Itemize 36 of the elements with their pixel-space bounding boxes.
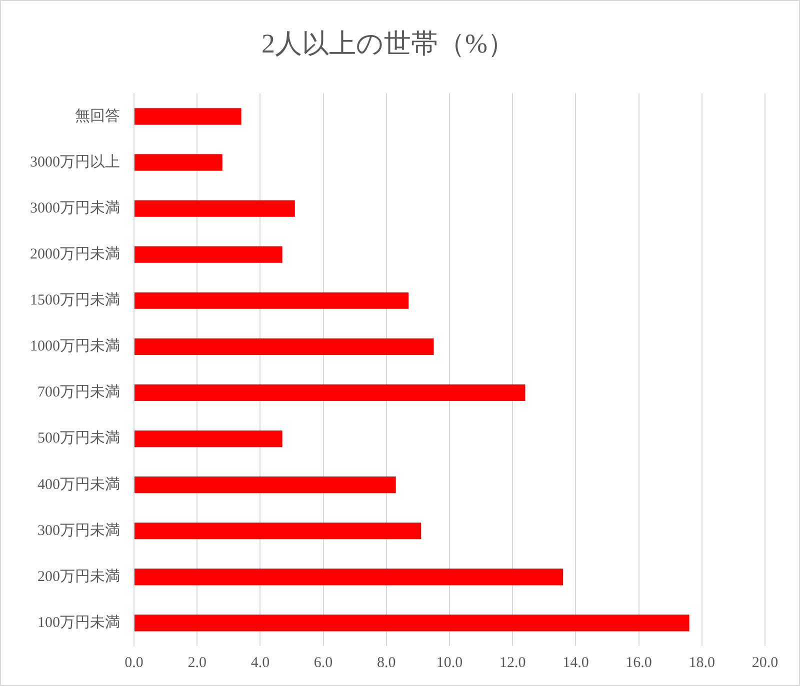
x-tick-label: 14.0 (562, 654, 589, 671)
x-tick-label: 6.0 (314, 654, 333, 671)
x-tick-label: 18.0 (688, 654, 716, 671)
y-tick-label: 2000万円未満 (30, 246, 120, 263)
y-tick-label: 700万円未満 (38, 384, 120, 401)
bar (134, 568, 564, 586)
bar (134, 614, 690, 632)
y-tick-label: 400万円未満 (38, 476, 120, 493)
y-tick-label: 300万円未満 (38, 522, 120, 539)
y-tick-label: 100万円未満 (38, 614, 120, 631)
x-tick-label: 10.0 (436, 654, 463, 671)
bar (134, 154, 222, 171)
chart-title: 2人以上の世帯（%） (262, 28, 514, 58)
y-tick-label: 1500万円未満 (30, 292, 120, 309)
bar (134, 200, 295, 217)
bar (134, 292, 408, 309)
x-tick-label: 8.0 (377, 654, 396, 671)
y-tick-label: 3000万円以上 (30, 153, 120, 170)
x-tick-label: 2.0 (188, 654, 206, 671)
bar (134, 108, 242, 125)
x-tick-label: 20.0 (752, 654, 778, 671)
x-tick-label: 0.0 (124, 654, 144, 671)
y-tick-label: 1000万円未満 (30, 338, 120, 355)
bar (134, 338, 434, 355)
y-tick-label: 500万円未満 (38, 430, 120, 447)
x-tick-label: 12.0 (499, 654, 526, 671)
bar (134, 522, 422, 540)
y-tick-label: 3000万円未満 (30, 199, 120, 216)
y-tick-label: 200万円未満 (38, 568, 120, 585)
bar (134, 246, 282, 263)
bar (134, 476, 396, 494)
bar (134, 430, 282, 448)
bar (134, 384, 526, 402)
x-tick-label: 16.0 (626, 654, 652, 671)
y-tick-label: 無回答 (75, 107, 120, 124)
x-tick-label: 4.0 (250, 654, 270, 671)
